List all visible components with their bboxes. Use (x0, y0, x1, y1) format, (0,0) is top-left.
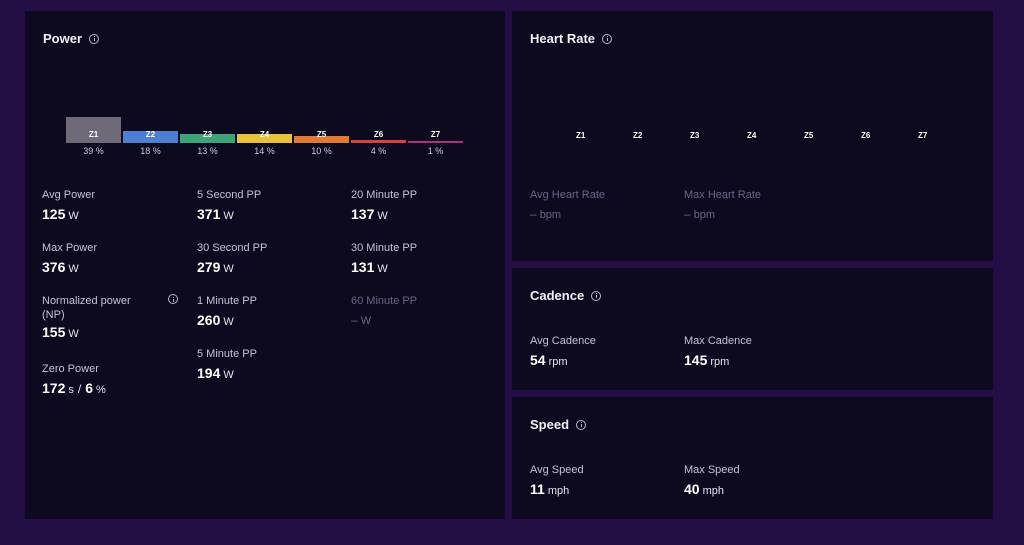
power-zone-bar (123, 131, 178, 143)
power-panel: Power Z1 39 % Z2 18 % Z3 13 % Z4 14 % Z5 10 % Z6 4 … (25, 11, 505, 519)
heart-rate-zone-label: Z2 (633, 131, 643, 140)
heart-rate-panel: Heart Rate Z1 Z2 Z3 Z4 Z5 Z6 Z7 Avg Heart Rate… (512, 11, 993, 261)
power-zone-percent: 39 % (83, 146, 104, 156)
info-icon[interactable] (89, 33, 100, 44)
heart-rate-title-row: Heart Rate (530, 31, 613, 46)
heart-rate-zone-label: Z5 (804, 131, 814, 140)
power-zone-percent: 13 % (197, 146, 218, 156)
np-info-icon[interactable] (168, 294, 178, 304)
power-title: Power (43, 31, 83, 46)
avg-power-label: Avg Power (42, 189, 95, 201)
power-zone-z3: Z3 13 % (180, 11, 235, 156)
heart-rate-title: Heart Rate (530, 31, 596, 46)
max-power-metric: Max Power 376 W (42, 241, 97, 278)
np-metric: Normalized power (NP) 155 W (42, 294, 131, 343)
avg-heart-rate-metric: Avg Heart Rate – bpm (530, 189, 606, 221)
np-label: Normalized power (NP) (42, 295, 131, 321)
power-zone-bar (408, 141, 463, 143)
zero-power-metric: Zero Power 172 s/6% (42, 362, 106, 399)
avg-power-metric: Avg Power 125 W (42, 188, 95, 225)
power-zone-z6: Z6 4 % (351, 11, 406, 156)
power-zone-z5: Z5 10 % (294, 11, 349, 156)
speed-title-row: Speed (530, 417, 587, 432)
max-speed-metric: Max Speed 40 mph (684, 464, 740, 497)
pp-1m-metric: 1 Minute PP 260 W (197, 295, 257, 328)
speed-title: Speed (530, 417, 570, 432)
cadence-title: Cadence (530, 288, 585, 303)
power-zone-label: Z2 (145, 130, 156, 139)
power-zone-label: Z3 (202, 130, 213, 139)
power-zone-label: Z4 (259, 130, 270, 139)
pp-30s-metric: 30 Second PP 279 W (197, 242, 268, 275)
avg-cadence-metric: Avg Cadence 54 rpm (530, 335, 596, 368)
heart-rate-zone-label: Z1 (576, 131, 586, 140)
info-icon[interactable] (602, 33, 613, 44)
avg-speed-metric: Avg Speed 11 mph (530, 464, 584, 497)
power-zone-percent: 18 % (140, 146, 161, 156)
power-zone-z1: Z1 39 % (66, 11, 121, 156)
power-zone-bar (351, 140, 406, 143)
power-zone-label: Z1 (88, 130, 99, 139)
power-zone-bar (66, 117, 121, 143)
heart-rate-zone-label: Z3 (690, 131, 700, 140)
power-zone-bar (294, 136, 349, 143)
power-zone-z4: Z4 14 % (237, 11, 292, 156)
pp-5s-metric: 5 Second PP 371 W (197, 189, 262, 222)
avg-power-value: 125 W (42, 206, 79, 222)
power-zone-percent: 1 % (427, 146, 444, 156)
pp-20m-metric: 20 Minute PP 137 W (351, 189, 418, 222)
cadence-panel: Cadence Avg Cadence 54 rpm Max Cadence 14… (512, 268, 993, 390)
power-zone-label: Z5 (316, 130, 327, 139)
cadence-title-row: Cadence (530, 288, 602, 303)
heart-rate-zone-label: Z6 (861, 131, 871, 140)
power-zone-percent: 10 % (311, 146, 332, 156)
max-cadence-metric: Max Cadence 145 rpm (684, 335, 752, 368)
zero-power-label: Zero Power (42, 363, 99, 375)
pp-30m-metric: 30 Minute PP 131 W (351, 242, 418, 275)
power-zone-percent: 4 % (370, 146, 387, 156)
power-zone-z2: Z2 18 % (123, 11, 178, 156)
np-value: 155 W (42, 324, 79, 340)
speed-panel: Speed Avg Speed 11 mph Max Speed 40 mph (512, 397, 993, 519)
heart-rate-zone-label: Z4 (747, 131, 757, 140)
power-zone-percent: 14 % (254, 146, 275, 156)
power-zone-bar (180, 134, 235, 143)
zero-power-value: 172 s/6% (42, 380, 106, 396)
power-zone-label: Z7 (430, 130, 441, 139)
power-zone-z7: Z7 1 % (408, 11, 463, 156)
max-power-value: 376 W (42, 259, 79, 275)
info-icon[interactable] (591, 290, 602, 301)
max-power-label: Max Power (42, 242, 98, 254)
power-zone-label: Z6 (373, 130, 384, 139)
pp-5m-metric: 5 Minute PP 194 W (197, 348, 257, 381)
max-heart-rate-metric: Max Heart Rate – bpm (684, 189, 762, 221)
info-icon[interactable] (576, 419, 587, 430)
pp-60m-metric: 60 Minute PP – W (351, 295, 418, 327)
power-title-row: Power (43, 31, 100, 46)
heart-rate-zone-label: Z7 (918, 131, 928, 140)
power-zone-bar (237, 134, 292, 143)
